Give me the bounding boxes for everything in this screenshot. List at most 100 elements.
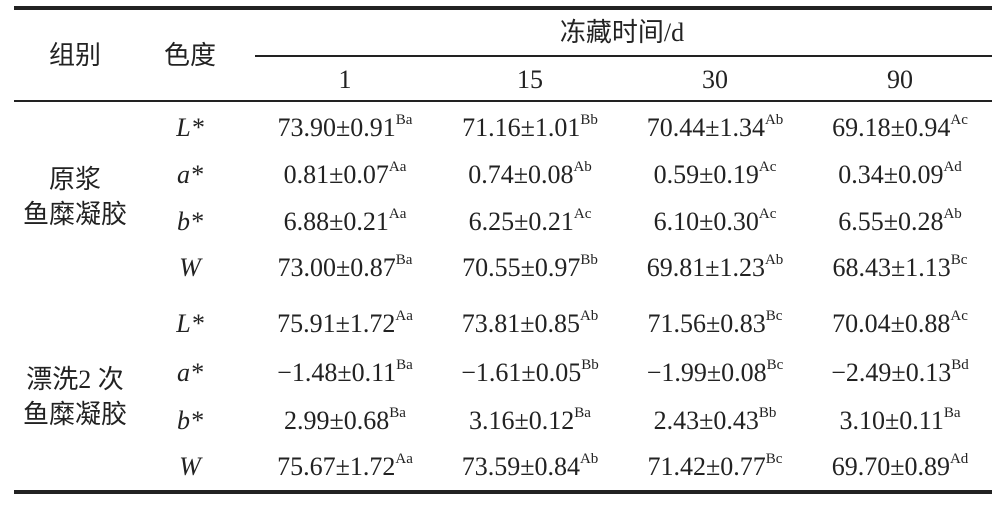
mid-rule bbox=[255, 55, 992, 57]
cell-value: 6.88±0.21 bbox=[283, 207, 389, 236]
cell-value: 73.90±0.91 bbox=[277, 113, 396, 142]
cell-letters: Bb bbox=[758, 405, 777, 421]
cell-letters: Ab bbox=[764, 252, 784, 268]
cell-value: 2.43±0.43 bbox=[653, 406, 759, 435]
metric: L* bbox=[176, 113, 204, 142]
cell-value: 0.34±0.09 bbox=[838, 160, 944, 189]
cell-letters: Ab bbox=[943, 206, 962, 222]
metric: a* bbox=[177, 358, 203, 387]
cell: 73.00±0.87Ba bbox=[277, 252, 413, 282]
cell-letters: Ab bbox=[579, 451, 599, 467]
top-rule bbox=[14, 6, 992, 10]
cell: 6.88±0.21Aa bbox=[283, 206, 407, 236]
cell-letters: Aa bbox=[388, 206, 407, 222]
metric: W bbox=[179, 452, 201, 481]
cell: 2.99±0.68Ba bbox=[284, 406, 406, 434]
cell-value: 3.10±0.11 bbox=[839, 406, 944, 435]
cell-letters: Ac bbox=[758, 159, 777, 175]
header-rule bbox=[14, 100, 992, 102]
cell-value: −2.49±0.13 bbox=[831, 358, 952, 387]
cell-letters: Ba bbox=[396, 357, 413, 373]
cell: −1.99±0.08Bc bbox=[647, 357, 784, 386]
cell: 6.25±0.21Ac bbox=[468, 206, 592, 236]
cell-value: 70.55±0.97 bbox=[462, 253, 581, 282]
bottom-rule bbox=[14, 490, 992, 494]
cell-value: 73.00±0.87 bbox=[277, 253, 396, 282]
cell-value: −1.48±0.11 bbox=[277, 358, 397, 387]
cell-letters: Aa bbox=[388, 159, 407, 175]
cell: 3.10±0.11Ba bbox=[839, 406, 961, 435]
cell-letters: Ba bbox=[395, 252, 413, 268]
cell-value: 73.81±0.85 bbox=[461, 309, 580, 338]
group-label: 原浆 bbox=[48, 165, 102, 194]
cell-letters: Ab bbox=[573, 159, 592, 175]
cell-letters: Ba bbox=[574, 405, 591, 421]
metric: b* bbox=[177, 207, 203, 236]
cell: 6.10±0.30Ac bbox=[653, 206, 777, 236]
cell: 71.16±1.01Bb bbox=[462, 112, 598, 142]
cell-letters: Bd bbox=[951, 357, 969, 373]
cell-letters: Bb bbox=[581, 357, 599, 373]
cell-value: 0.81±0.07 bbox=[283, 160, 389, 189]
cell: 71.42±0.77Bc bbox=[647, 451, 783, 481]
cell-value: 69.81±1.23 bbox=[646, 253, 765, 282]
cell-value: 71.56±0.83 bbox=[647, 309, 766, 338]
cell-letters: Bb bbox=[580, 252, 598, 268]
cell: 70.04±0.88Ac bbox=[832, 308, 968, 338]
cell: 68.43±1.13Bc bbox=[833, 253, 968, 281]
cell: 6.55±0.28Ab bbox=[838, 206, 962, 235]
cell-letters: Ac bbox=[758, 206, 777, 222]
metric: W bbox=[179, 253, 201, 282]
group-label: 漂洗2 次 bbox=[26, 365, 124, 394]
cell-letters: Bc bbox=[766, 357, 784, 373]
cell: 70.44±1.34Ab bbox=[646, 113, 784, 142]
cell: −1.48±0.11Ba bbox=[277, 357, 413, 387]
cell-value: 0.74±0.08 bbox=[468, 160, 574, 189]
cell-value: 70.44±1.34 bbox=[646, 113, 765, 142]
cell-letters: Bc bbox=[765, 308, 783, 324]
header-day: 15 bbox=[517, 65, 543, 94]
cell: 75.67±1.72Aa bbox=[277, 451, 413, 480]
metric: L* bbox=[176, 309, 204, 338]
cell-letters: Ba bbox=[395, 112, 413, 128]
cell: 71.56±0.83Bc bbox=[647, 308, 783, 338]
cell: 69.81±1.23Ab bbox=[646, 252, 784, 282]
cell-letters: Ac bbox=[950, 308, 968, 324]
header-time: 冻藏时间/d bbox=[559, 18, 685, 47]
header-group: 组别 bbox=[48, 41, 102, 70]
header-day: 1 bbox=[338, 65, 352, 94]
cell-value: −1.61±0.05 bbox=[461, 358, 582, 387]
cell: 0.34±0.09Ad bbox=[838, 159, 962, 189]
metric: b* bbox=[177, 406, 203, 435]
cell-letters: Aa bbox=[395, 308, 413, 324]
cell-letters: Bc bbox=[765, 451, 783, 467]
cell-letters: Bb bbox=[580, 112, 598, 128]
cell-value: 6.10±0.30 bbox=[653, 207, 759, 236]
cell: 73.90±0.91Ba bbox=[277, 112, 413, 142]
cell-letters: Ab bbox=[579, 308, 599, 324]
cell-value: 3.16±0.12 bbox=[469, 406, 575, 435]
group-label: 鱼糜凝胶 bbox=[22, 200, 128, 229]
cell-value: 69.70±0.89 bbox=[831, 452, 950, 481]
cell-letters: Ac bbox=[573, 206, 592, 222]
group-label: 鱼糜凝胶 bbox=[22, 400, 128, 429]
cell: 0.74±0.08Ab bbox=[468, 159, 592, 189]
header-color: 色度 bbox=[163, 41, 217, 70]
cell: −2.49±0.13Bd bbox=[831, 357, 969, 387]
cell-letters: Aa bbox=[395, 451, 413, 467]
cell: 2.43±0.43Bb bbox=[653, 405, 777, 435]
cell-value: 71.16±1.01 bbox=[462, 113, 581, 142]
cell: 73.81±0.85Ab bbox=[461, 308, 599, 338]
cell: 3.16±0.12Ba bbox=[469, 405, 591, 435]
cell-value: 70.04±0.88 bbox=[832, 309, 951, 338]
header-day: 30 bbox=[702, 65, 728, 94]
cell-letters: Ad bbox=[943, 159, 962, 175]
cell-letters: Ac bbox=[950, 112, 968, 128]
cell: 69.18±0.94Ac bbox=[832, 112, 968, 141]
cell-value: 71.42±0.77 bbox=[647, 452, 766, 481]
cell: 73.59±0.84Ab bbox=[462, 451, 599, 480]
header-day: 90 bbox=[887, 65, 913, 94]
cell-value: 6.25±0.21 bbox=[468, 207, 574, 236]
cell: −1.61±0.05Bb bbox=[461, 357, 599, 387]
